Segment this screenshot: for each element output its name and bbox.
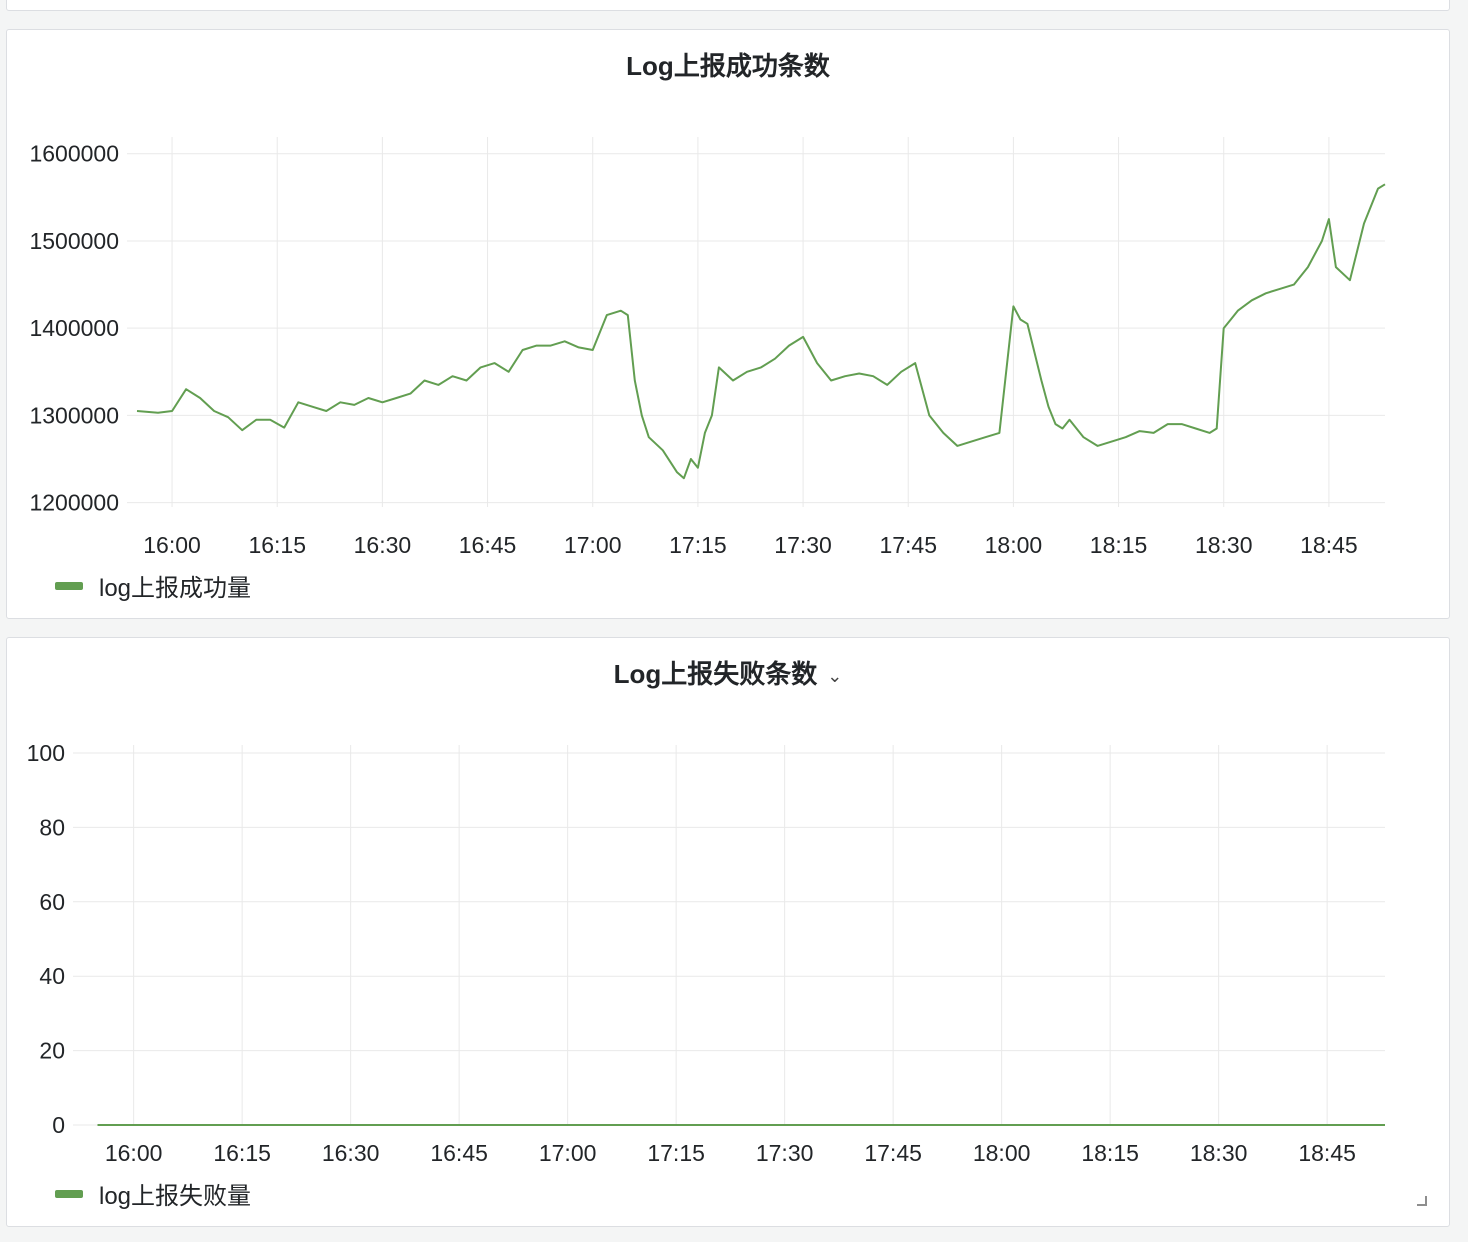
resize-handle-icon[interactable] xyxy=(1417,1196,1427,1206)
legend-label[interactable]: log上报成功量 xyxy=(99,575,252,602)
y-tick-label: 40 xyxy=(39,963,65,989)
x-tick-label: 16:15 xyxy=(248,532,306,558)
x-tick-label: 17:30 xyxy=(774,532,832,558)
y-tick-label: 20 xyxy=(39,1038,65,1064)
x-tick-label: 17:00 xyxy=(539,1140,597,1166)
legend-swatch xyxy=(55,581,83,590)
legend-swatch xyxy=(55,1189,83,1198)
panel-title-text[interactable]: Log上报失败条数 xyxy=(613,659,818,689)
legend-label[interactable]: log上报失败量 xyxy=(99,1183,252,1210)
y-tick-label: 60 xyxy=(39,889,65,915)
legend-item[interactable]: log上报失败量 xyxy=(55,1176,251,1211)
x-tick-label: 17:00 xyxy=(564,532,622,558)
y-tick-label: 1400000 xyxy=(29,315,119,341)
legend-item[interactable]: log上报成功量 xyxy=(55,568,251,603)
x-tick-label: 18:00 xyxy=(973,1140,1031,1166)
y-tick-label: 1300000 xyxy=(29,402,119,428)
x-tick-label: 17:15 xyxy=(647,1140,705,1166)
y-tick-label: 1600000 xyxy=(29,141,119,167)
x-tick-label: 17:45 xyxy=(879,532,937,558)
y-tick-label: 1200000 xyxy=(29,490,119,516)
y-tick-label: 0 xyxy=(52,1112,65,1138)
x-tick-label: 18:30 xyxy=(1195,532,1253,558)
y-tick-label: 100 xyxy=(27,740,65,766)
chevron-down-icon[interactable]: ⌄ xyxy=(827,665,843,686)
y-tick-label: 1500000 xyxy=(29,228,119,254)
x-tick-label: 16:30 xyxy=(322,1140,380,1166)
panel-title-text[interactable]: Log上报成功条数 xyxy=(626,51,830,81)
x-tick-label: 18:00 xyxy=(985,532,1043,558)
success-chart: 1200000 1300000 1400000 1500000 1600000 16:00… xyxy=(29,137,1386,558)
y-tick-label: 80 xyxy=(39,814,65,840)
x-tick-label: 18:45 xyxy=(1298,1140,1356,1166)
panel-success-count: Log上报成功条数 1200000 1300000 1400000 1500000 16… xyxy=(6,29,1450,619)
x-tick-label: 17:15 xyxy=(669,532,727,558)
panel-failure-count: Log上报失败条数 ⌄ 0 20 40 60 80 100 16:00 16:15 16:30 16… xyxy=(6,637,1450,1227)
x-tick-label: 18:45 xyxy=(1300,532,1358,558)
failure-chart: 0 20 40 60 80 100 16:00 16:15 16:30 16:45 17:00 17:… xyxy=(27,740,1385,1166)
x-tick-label: 18:15 xyxy=(1090,532,1148,558)
x-tick-label: 18:30 xyxy=(1190,1140,1248,1166)
panel-title[interactable]: Log上报失败条数 ⌄ xyxy=(7,654,1449,691)
previous-panel-edge xyxy=(6,0,1450,11)
x-tick-label: 16:15 xyxy=(213,1140,271,1166)
series-line xyxy=(136,183,1386,480)
x-tick-label: 17:30 xyxy=(756,1140,814,1166)
x-tick-label: 16:45 xyxy=(430,1140,488,1166)
x-tick-label: 16:30 xyxy=(354,532,412,558)
x-tick-label: 18:15 xyxy=(1081,1140,1139,1166)
x-tick-label: 16:45 xyxy=(459,532,517,558)
x-tick-label: 17:45 xyxy=(864,1140,922,1166)
x-tick-label: 16:00 xyxy=(105,1140,163,1166)
panel-title[interactable]: Log上报成功条数 xyxy=(7,46,1449,83)
x-tick-label: 16:00 xyxy=(143,532,201,558)
